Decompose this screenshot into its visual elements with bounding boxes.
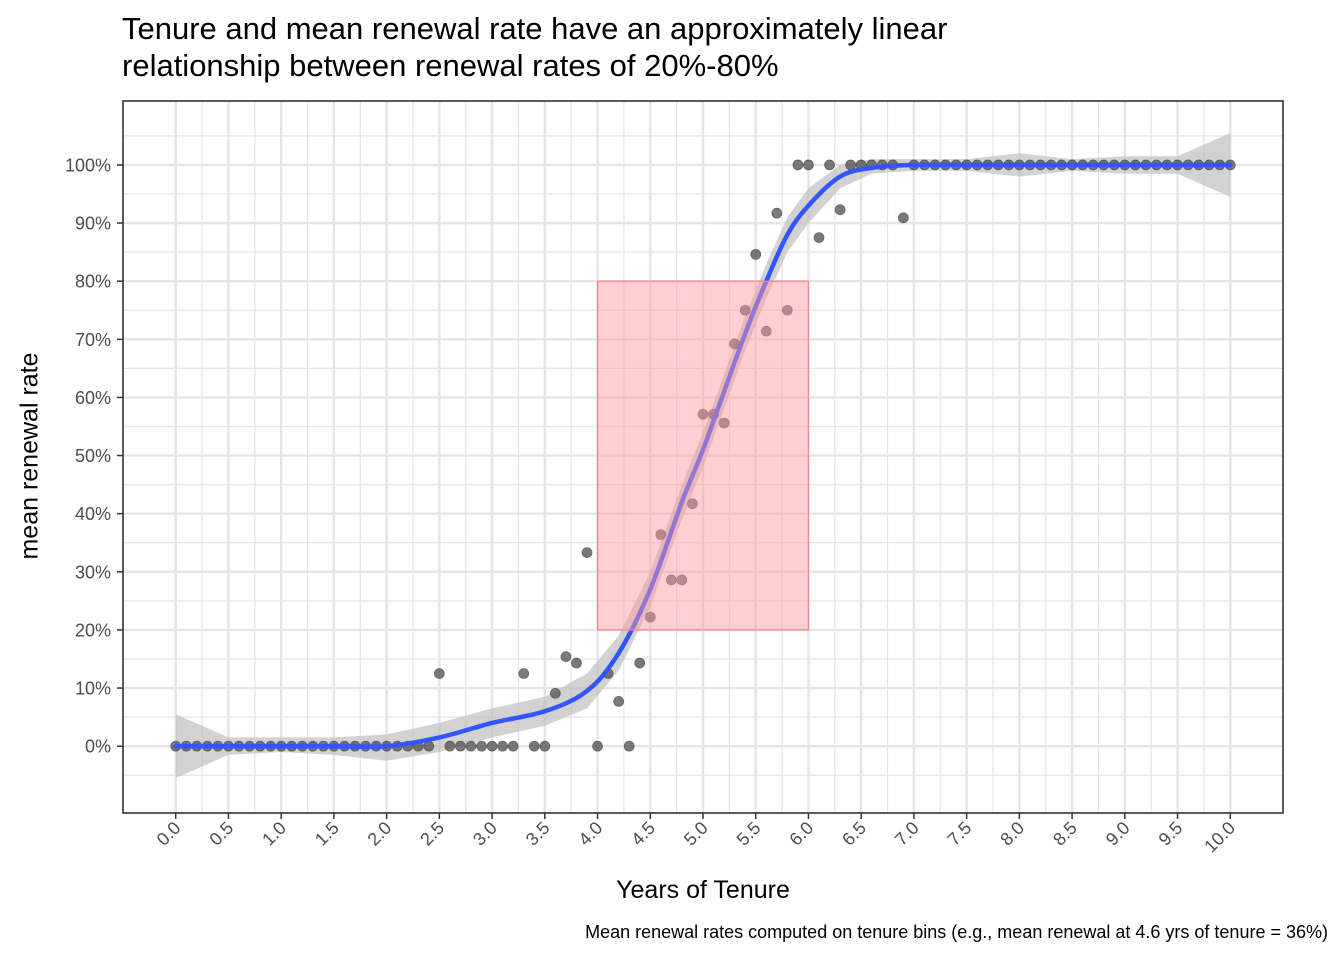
data-point xyxy=(845,159,857,171)
x-tick-label: 9.0 xyxy=(1102,818,1134,850)
x-tick-label: 5.0 xyxy=(680,818,712,850)
data-point xyxy=(634,657,646,669)
x-tick-label: 6.0 xyxy=(785,818,817,850)
data-point xyxy=(697,408,709,420)
data-point xyxy=(644,611,656,623)
y-tick-label: 70% xyxy=(75,330,111,350)
x-tick-label: 0.5 xyxy=(205,818,237,850)
smooth-trend-line xyxy=(173,162,1233,750)
x-tick-label: 2.0 xyxy=(364,818,396,850)
y-tick-label: 40% xyxy=(75,504,111,524)
data-point xyxy=(718,417,730,429)
x-tick-label: 2.5 xyxy=(416,818,448,850)
y-tick-label: 90% xyxy=(75,214,111,234)
chart-title-line-1: Tenure and mean renewal rate have an app… xyxy=(122,11,948,46)
x-tick-label: 4.0 xyxy=(575,818,607,850)
data-point xyxy=(781,304,793,316)
x-tick-label: 4.5 xyxy=(627,818,659,850)
x-tick-label: 9.5 xyxy=(1155,818,1187,850)
data-point xyxy=(518,668,530,679)
y-tick-label: 10% xyxy=(75,679,111,699)
highlight-region xyxy=(596,280,810,631)
data-point xyxy=(813,232,825,243)
data-point xyxy=(465,740,477,752)
y-tick-label: 0% xyxy=(85,737,111,757)
data-point xyxy=(571,657,582,669)
data-point xyxy=(613,696,625,707)
data-point xyxy=(623,740,635,752)
data-point xyxy=(528,740,540,752)
x-tick-label: 6.5 xyxy=(838,818,870,850)
data-point xyxy=(750,249,762,260)
data-point xyxy=(824,159,835,171)
y-tick-label: 80% xyxy=(75,272,111,292)
chart-caption: Mean renewal rates computed on tenure bi… xyxy=(585,922,1328,942)
data-point xyxy=(539,740,551,752)
data-point xyxy=(803,159,814,171)
data-point xyxy=(792,159,804,171)
y-tick-label: 30% xyxy=(75,562,111,582)
data-point xyxy=(592,740,603,752)
data-point xyxy=(834,204,846,216)
data-point xyxy=(549,687,561,699)
data-point xyxy=(423,740,435,752)
data-point xyxy=(433,668,445,679)
data-point xyxy=(665,574,677,586)
x-tick-label: 1.0 xyxy=(258,818,290,850)
x-tick-label: 8.5 xyxy=(1049,818,1081,850)
data-point xyxy=(507,740,519,752)
y-tick-label: 20% xyxy=(75,620,111,640)
chart-title: Tenure and mean renewal rate have an app… xyxy=(122,10,1272,84)
data-point xyxy=(676,574,688,586)
data-point xyxy=(771,207,783,219)
x-axis-label: Years of Tenure xyxy=(616,876,790,904)
x-tick-label: 0.0 xyxy=(153,818,185,850)
x-tick-label: 1.5 xyxy=(311,818,343,850)
data-point xyxy=(444,740,456,752)
data-point xyxy=(455,740,466,752)
data-point xyxy=(497,740,509,752)
y-tick-label: 60% xyxy=(75,388,111,408)
data-point xyxy=(476,740,487,752)
data-point xyxy=(581,547,593,559)
y-axis-label: mean renewal rate xyxy=(15,352,44,560)
x-tick-label: 3.0 xyxy=(469,818,501,850)
data-point xyxy=(655,529,667,540)
data-point xyxy=(897,212,909,224)
x-tick-label: 5.5 xyxy=(733,818,765,850)
data-point xyxy=(739,304,751,316)
y-tick-label: 100% xyxy=(65,155,111,175)
chart-title-line-2: relationship between renewal rates of 20… xyxy=(122,48,779,83)
x-tick-label: 7.5 xyxy=(944,818,976,850)
x-tick-label: 8.0 xyxy=(996,818,1028,850)
y-tick-label: 50% xyxy=(75,446,111,466)
data-point xyxy=(760,325,772,337)
data-point xyxy=(687,498,698,510)
data-point xyxy=(486,740,498,752)
data-point xyxy=(560,651,572,663)
x-tick-label: 3.5 xyxy=(522,818,554,850)
x-tick-label: 7.0 xyxy=(891,818,923,850)
x-tick-label: 10.0 xyxy=(1200,818,1239,857)
